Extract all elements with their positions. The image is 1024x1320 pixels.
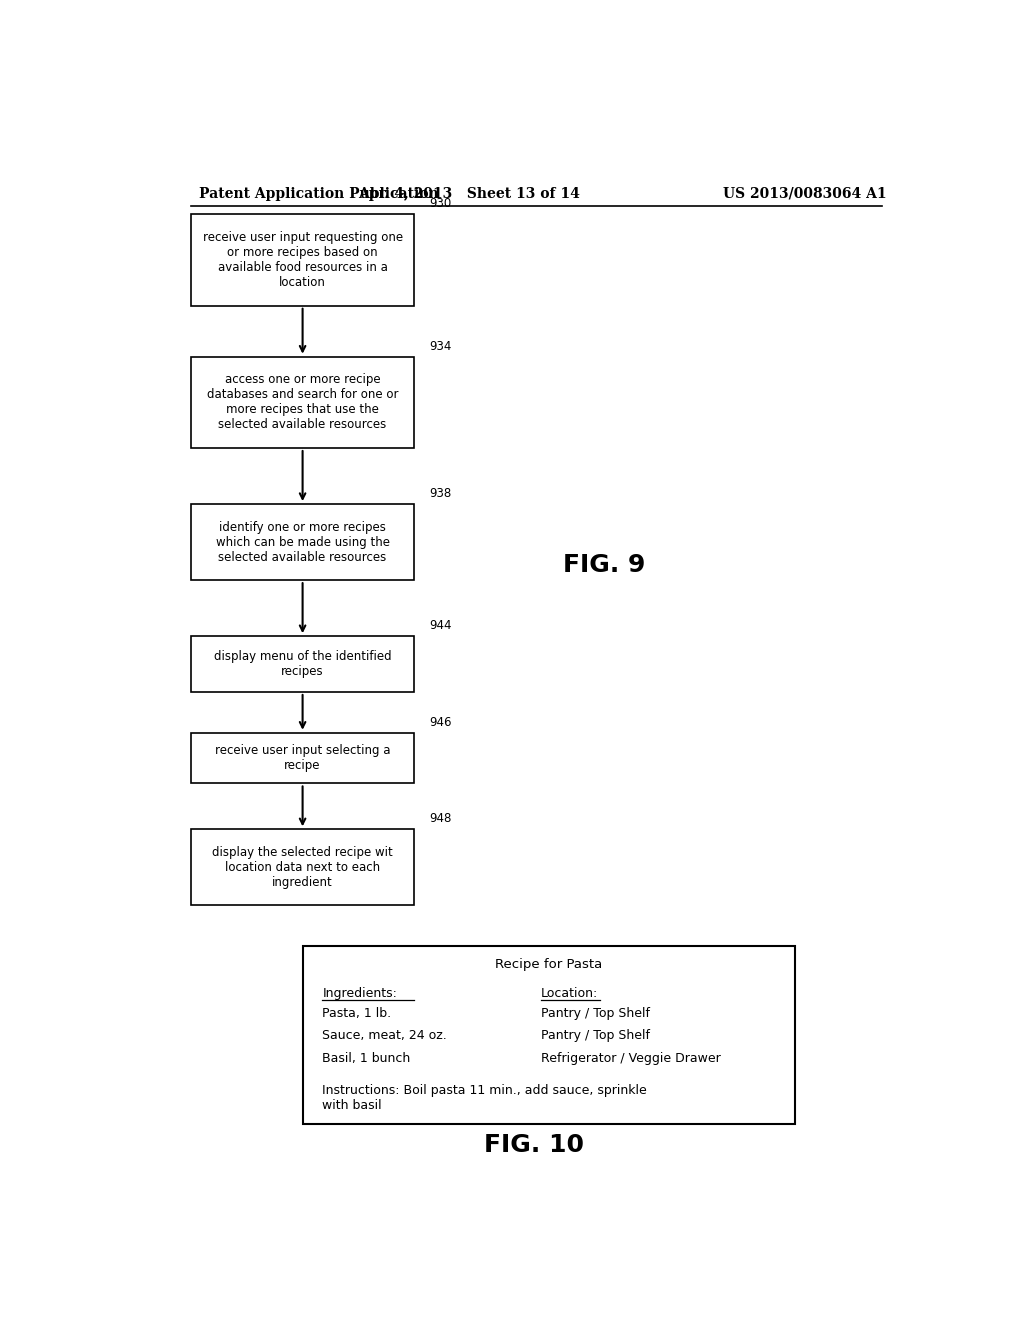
Text: US 2013/0083064 A1: US 2013/0083064 A1 <box>723 187 887 201</box>
Text: Pantry / Top Shelf: Pantry / Top Shelf <box>541 1007 649 1020</box>
FancyBboxPatch shape <box>191 829 414 906</box>
FancyBboxPatch shape <box>303 946 795 1125</box>
Text: FIG. 10: FIG. 10 <box>484 1133 585 1156</box>
Text: Ingredients:: Ingredients: <box>323 987 397 999</box>
Text: Sauce, meat, 24 oz.: Sauce, meat, 24 oz. <box>323 1030 447 1043</box>
Text: 944: 944 <box>430 619 452 632</box>
Text: Pasta, 1 lb.: Pasta, 1 lb. <box>323 1007 391 1020</box>
Text: Pantry / Top Shelf: Pantry / Top Shelf <box>541 1030 649 1043</box>
Text: 930: 930 <box>430 197 452 210</box>
Text: Recipe for Pasta: Recipe for Pasta <box>495 958 602 972</box>
FancyBboxPatch shape <box>191 356 414 447</box>
FancyBboxPatch shape <box>191 504 414 581</box>
FancyBboxPatch shape <box>191 214 414 306</box>
Text: receive user input requesting one
or more recipes based on
available food resour: receive user input requesting one or mor… <box>203 231 402 289</box>
Text: receive user input selecting a
recipe: receive user input selecting a recipe <box>215 744 390 772</box>
Text: 938: 938 <box>430 487 452 500</box>
Text: display menu of the identified
recipes: display menu of the identified recipes <box>214 649 391 678</box>
Text: FIG. 9: FIG. 9 <box>563 553 645 577</box>
Text: Location:: Location: <box>541 987 598 999</box>
Text: 946: 946 <box>430 715 452 729</box>
Text: 948: 948 <box>430 812 452 825</box>
Text: Instructions: Boil pasta 11 min., add sauce, sprinkle
with basil: Instructions: Boil pasta 11 min., add sa… <box>323 1084 647 1113</box>
Text: Patent Application Publication: Patent Application Publication <box>200 187 439 201</box>
FancyBboxPatch shape <box>191 636 414 692</box>
Text: Refrigerator / Veggie Drawer: Refrigerator / Veggie Drawer <box>541 1052 721 1065</box>
Text: display the selected recipe wit
location data next to each
ingredient: display the selected recipe wit location… <box>212 846 393 888</box>
Text: 934: 934 <box>430 339 452 352</box>
Text: access one or more recipe
databases and search for one or
more recipes that use : access one or more recipe databases and … <box>207 374 398 432</box>
FancyBboxPatch shape <box>191 733 414 784</box>
Text: Apr. 4, 2013   Sheet 13 of 14: Apr. 4, 2013 Sheet 13 of 14 <box>358 187 581 201</box>
Text: identify one or more recipes
which can be made using the
selected available reso: identify one or more recipes which can b… <box>216 520 389 564</box>
Text: Basil, 1 bunch: Basil, 1 bunch <box>323 1052 411 1065</box>
